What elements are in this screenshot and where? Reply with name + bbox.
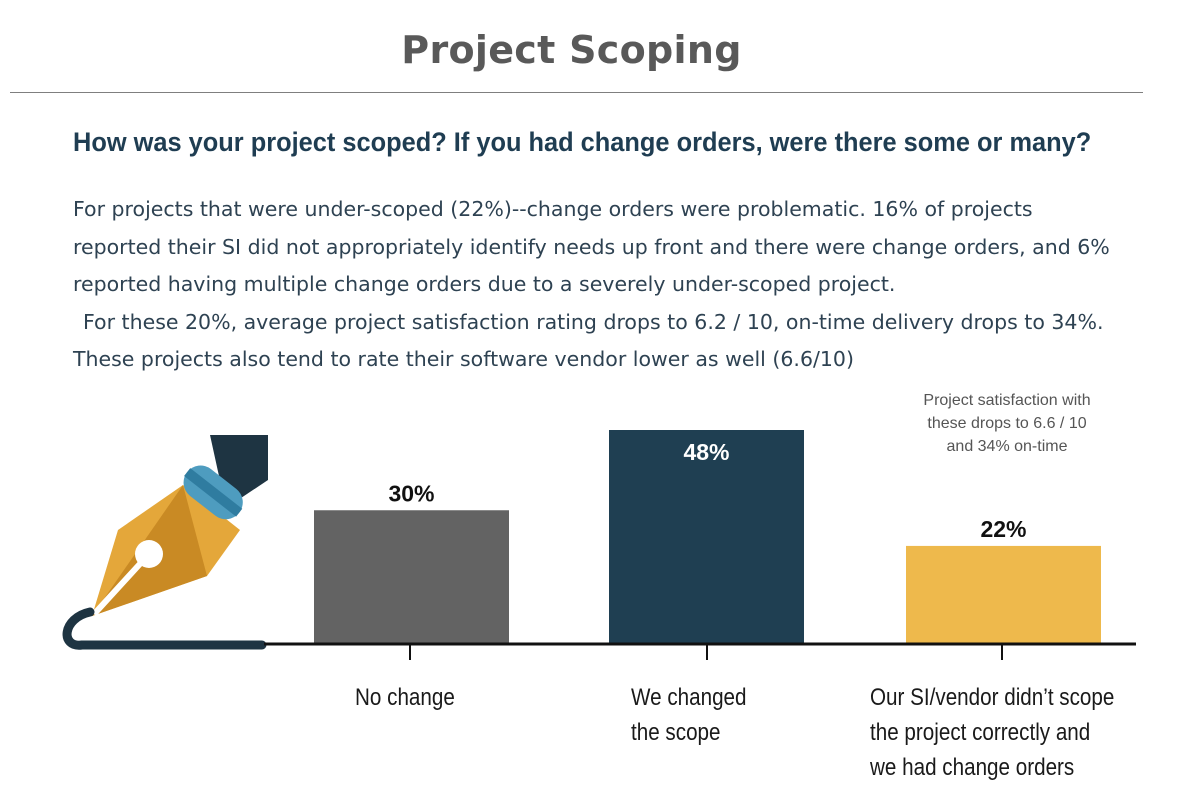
x-category-label-1: No change [355, 680, 455, 715]
description-text: For projects that were under-scoped (22%… [73, 191, 1113, 379]
bar-value-label-1: 30% [388, 480, 434, 506]
bar-value-label-3: 22% [980, 516, 1026, 542]
bar-chart: 30% 48% 22% [62, 430, 1136, 660]
fountain-pen-icon [62, 435, 268, 650]
x-category-label-line: We changed [631, 684, 747, 711]
paragraph-under-scoped: For projects that were under-scoped (22%… [73, 197, 1110, 296]
page-title: Project Scoping [401, 28, 742, 72]
question-heading: How was your project scoped? If you had … [73, 127, 1092, 157]
bar-3 [906, 545, 1101, 644]
x-category-label-line: the project correctly and [870, 719, 1091, 746]
x-category-label-line: Our SI/vendor didn’t scope [870, 684, 1115, 711]
bar-1 [314, 510, 509, 644]
x-category-label-line: we had change orders [870, 754, 1075, 781]
x-category-label-3: Our SI/vendor didn’t scope the project co… [870, 680, 1114, 785]
x-category-label-2: We changed the scope [631, 680, 747, 750]
annotation-note: Project satisfaction with these drops to… [923, 392, 1091, 455]
bar-2 [609, 430, 804, 644]
bar-value-label-2: 48% [683, 439, 729, 465]
title-divider [10, 92, 1143, 93]
paragraph-satisfaction: For these 20%, average project satisfact… [73, 309, 1104, 372]
x-category-label-line: the scope [631, 719, 721, 746]
x-category-label-line: No change [355, 684, 455, 711]
